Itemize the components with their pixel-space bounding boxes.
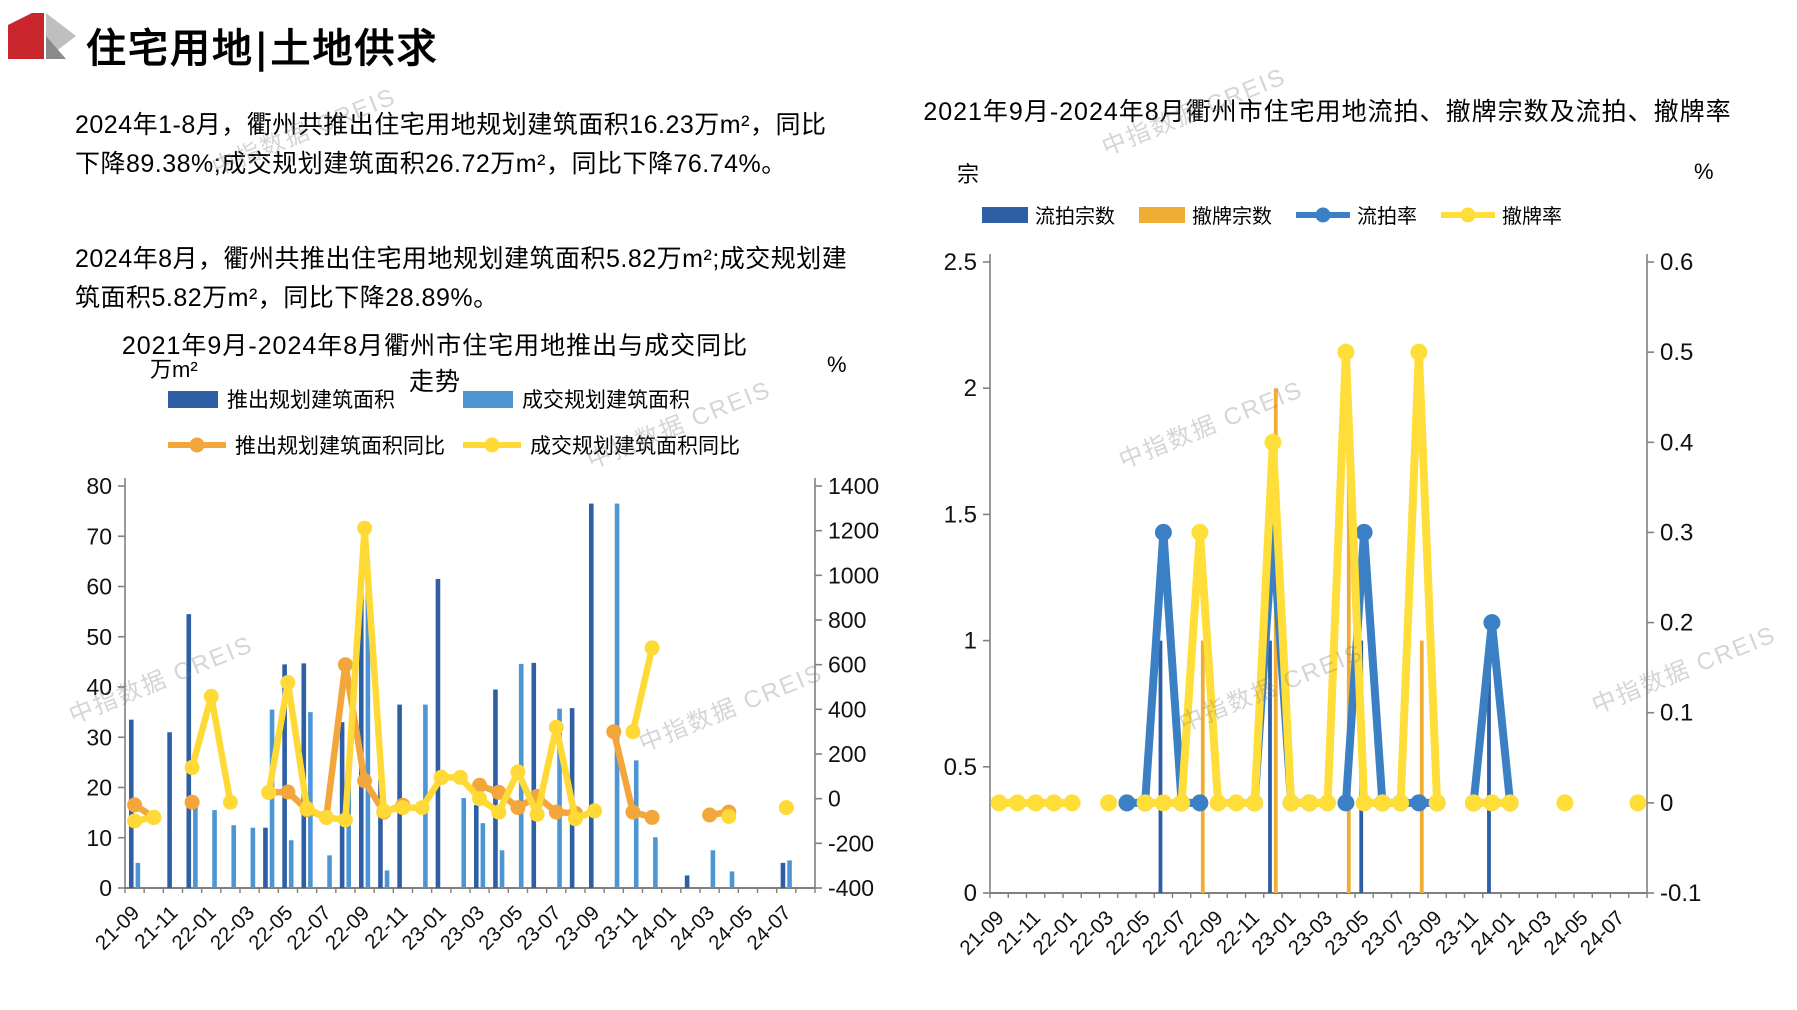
legend-item: 撤牌率 [1441,200,1562,229]
creis-logo-icon [8,13,76,59]
legend-item: 流拍率 [1296,200,1417,229]
svg-text:1200: 1200 [828,518,879,544]
svg-text:0.1: 0.1 [1660,700,1693,727]
legend-item: 撤牌宗数 [1139,200,1272,229]
svg-text:21-09: 21-09 [955,906,1008,959]
chart1-title: 2021年9月-2024年8月衢州市住宅用地推出与成交同比走势 [121,332,749,396]
chart1-right-unit: % [827,352,847,377]
svg-text:400: 400 [828,696,866,722]
legend-label: 成交规划建筑面积同比 [530,435,740,458]
svg-text:30: 30 [86,724,112,750]
svg-text:-200: -200 [828,830,874,856]
svg-text:0.5: 0.5 [1660,339,1693,366]
svg-text:20: 20 [86,775,112,801]
svg-text:1000: 1000 [828,562,879,588]
legend-label: 推出规划建筑面积同比 [235,435,445,458]
svg-text:0.4: 0.4 [1660,429,1693,456]
svg-text:1400: 1400 [828,473,879,499]
svg-text:23-09: 23-09 [551,901,604,954]
legend-bar-swatch [168,390,218,408]
svg-text:50: 50 [86,624,112,650]
header: 住宅用地|土地供求 [0,0,1797,80]
svg-text:24-07: 24-07 [742,901,795,954]
svg-text:0: 0 [1660,790,1673,817]
legend-item: 成交规划建筑面积同比 [463,430,758,460]
svg-text:800: 800 [828,607,866,633]
legend-line-swatch [1296,207,1350,222]
svg-text:2: 2 [964,375,977,402]
svg-text:22-09: 22-09 [321,901,374,954]
svg-text:2.5: 2.5 [944,249,977,276]
svg-text:1: 1 [964,628,977,655]
auction-withdrawal-chart-canvas: 0 0.5 1 1.5 2 2.5 -0.1 0 0.1 0.2 0.3 0.4 0.5 0.6 21-09… [944,249,1702,960]
legend-bar-swatch [463,390,513,408]
svg-text:0: 0 [828,786,841,812]
svg-text:60: 60 [86,574,112,600]
legend-bar-swatch [1139,206,1185,223]
legend-label: 撤牌率 [1502,206,1562,228]
svg-text:0.5: 0.5 [944,754,977,781]
chart2-title: 2021年9月-2024年8月衢州市住宅用地流拍、撤牌宗数及流拍、撤牌率 [923,98,1732,126]
legend-item: 推出规划建筑面积同比 [168,430,463,460]
svg-text:-400: -400 [828,875,874,901]
legend-line-swatch [168,437,226,453]
chart1-legend: 推出规划建筑面积 成交规划建筑面积推出规划建筑面积同比 成交规划建筑面积同比 [168,384,788,460]
chart2-legend: 流拍宗数 撤牌宗数 流拍率 撤牌率 [982,200,1702,229]
summary-paragraph-month: 2024年8月，衢州共推出住宅用地规划建筑面积5.82万m²;成交规划建筑面积5… [75,245,848,312]
svg-text:1.5: 1.5 [944,501,977,528]
supply-transaction-chart-canvas: 0 10 20 30 40 50 60 70 80 -400 -200 0 200 400 600 800 10… [86,473,879,955]
legend-bar-swatch [982,206,1028,223]
chart2-right-unit: % [1694,159,1714,184]
legend-label: 撤牌宗数 [1192,206,1272,228]
legend-line-swatch [1441,207,1495,222]
legend-item: 推出规划建筑面积 [168,384,463,414]
svg-text:0.6: 0.6 [1660,249,1693,276]
svg-text:0: 0 [964,880,977,907]
svg-text:10: 10 [86,825,112,851]
chart1-left-unit: 万m² [150,357,198,382]
svg-text:200: 200 [828,741,866,767]
legend-line-swatch [463,437,521,453]
svg-text:0: 0 [99,875,112,901]
svg-text:-0.1: -0.1 [1660,880,1701,907]
legend-label: 流拍率 [1357,206,1417,228]
svg-text:40: 40 [86,674,112,700]
page-title: 住宅用地|土地供求 [86,25,439,72]
svg-text:70: 70 [86,523,112,549]
svg-text:80: 80 [86,473,112,499]
legend-item: 成交规划建筑面积 [463,384,758,414]
svg-text:21-09: 21-09 [91,901,144,954]
legend-label: 推出规划建筑面积 [227,389,395,412]
summary-paragraph-ytd: 2024年1-8月，衢州共推出住宅用地规划建筑面积16.23万m²，同比下降89… [75,111,827,178]
chart2-left-unit: 宗 [957,162,980,187]
legend-label: 流拍宗数 [1035,206,1115,228]
legend-item: 流拍宗数 [982,200,1115,229]
svg-text:0.2: 0.2 [1660,610,1693,637]
legend-label: 成交规划建筑面积 [522,389,690,412]
svg-text:600: 600 [828,652,866,678]
svg-text:0.3: 0.3 [1660,519,1693,546]
